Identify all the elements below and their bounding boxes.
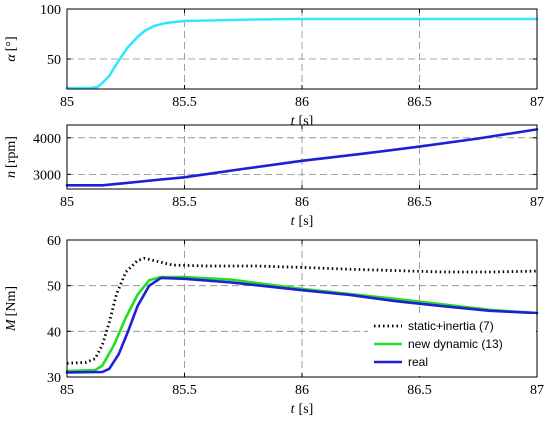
x-tick-label: 85 (60, 383, 74, 398)
y-axis-symbol: M (4, 318, 19, 332)
x-tick-label: 86.5 (407, 195, 432, 210)
x-axis-label: t [s] (291, 402, 314, 417)
y-tick-label: 50 (47, 53, 61, 68)
y-axis-label: n [rpm] (4, 136, 19, 178)
x-tick-label: 86.5 (407, 383, 432, 398)
x-tick-label: 86 (295, 95, 309, 110)
x-tick-label: 85 (60, 195, 74, 210)
y-tick-label: 60 (47, 234, 61, 249)
x-axis-symbol: t (291, 402, 296, 417)
y-tick-label: 30 (47, 371, 61, 386)
x-tick-label: 85.5 (172, 383, 197, 398)
x-tick-label: 85.5 (172, 195, 197, 210)
x-axis-unit: [s] (299, 402, 314, 417)
panel-3: 85 85.5 86 86.5 87 30 40 50 60 t [s] M [Nm] static+in… (4, 234, 544, 417)
x-axis-symbol: t (291, 114, 296, 129)
x-tick-label: 86 (295, 195, 309, 210)
y-axis-symbol: α (4, 54, 19, 62)
legend-label-3: real (408, 355, 428, 369)
x-axis-label: t [s] (291, 214, 314, 229)
y-tick-label: 100 (40, 3, 61, 18)
x-tick-label: 85.5 (172, 95, 197, 110)
y-axis-label: M [Nm] (4, 286, 19, 332)
x-tick-label: 87 (530, 383, 544, 398)
y-axis-unit: [Nm] (4, 286, 19, 316)
x-tick-label: 85 (60, 95, 74, 110)
y-axis-unit: [°] (4, 36, 19, 51)
x-tick-label: 87 (530, 195, 544, 210)
y-tick-label: 4000 (33, 132, 61, 147)
plot-area (67, 125, 537, 189)
series-line-1 (65, 128, 539, 187)
x-axis-symbol: t (291, 214, 296, 229)
series-line-3 (65, 276, 539, 374)
y-axis-unit: [rpm] (4, 136, 19, 168)
y-tick-label: 3000 (33, 168, 61, 183)
y-tick-label: 50 (47, 280, 61, 295)
series-line-1 (65, 17, 539, 90)
x-tick-label: 86.5 (407, 95, 432, 110)
y-axis-symbol: n (4, 171, 19, 178)
x-axis-unit: [s] (299, 214, 314, 229)
legend: static+inertia (7) new dynamic (13) real (368, 314, 536, 376)
series-line-1 (66, 256, 538, 365)
panel-2: 85 85.5 86 86.5 87 3000 4000 t [s] n [rpm] (4, 124, 544, 229)
x-tick-label: 87 (530, 95, 544, 110)
series-line-2 (65, 275, 539, 373)
legend-label-2: new dynamic (13) (408, 337, 503, 351)
legend-label-1: static+inertia (7) (408, 319, 494, 333)
x-tick-label: 86 (295, 383, 309, 398)
y-axis-label: α [°] (4, 36, 19, 61)
y-tick-label: 40 (47, 325, 61, 340)
